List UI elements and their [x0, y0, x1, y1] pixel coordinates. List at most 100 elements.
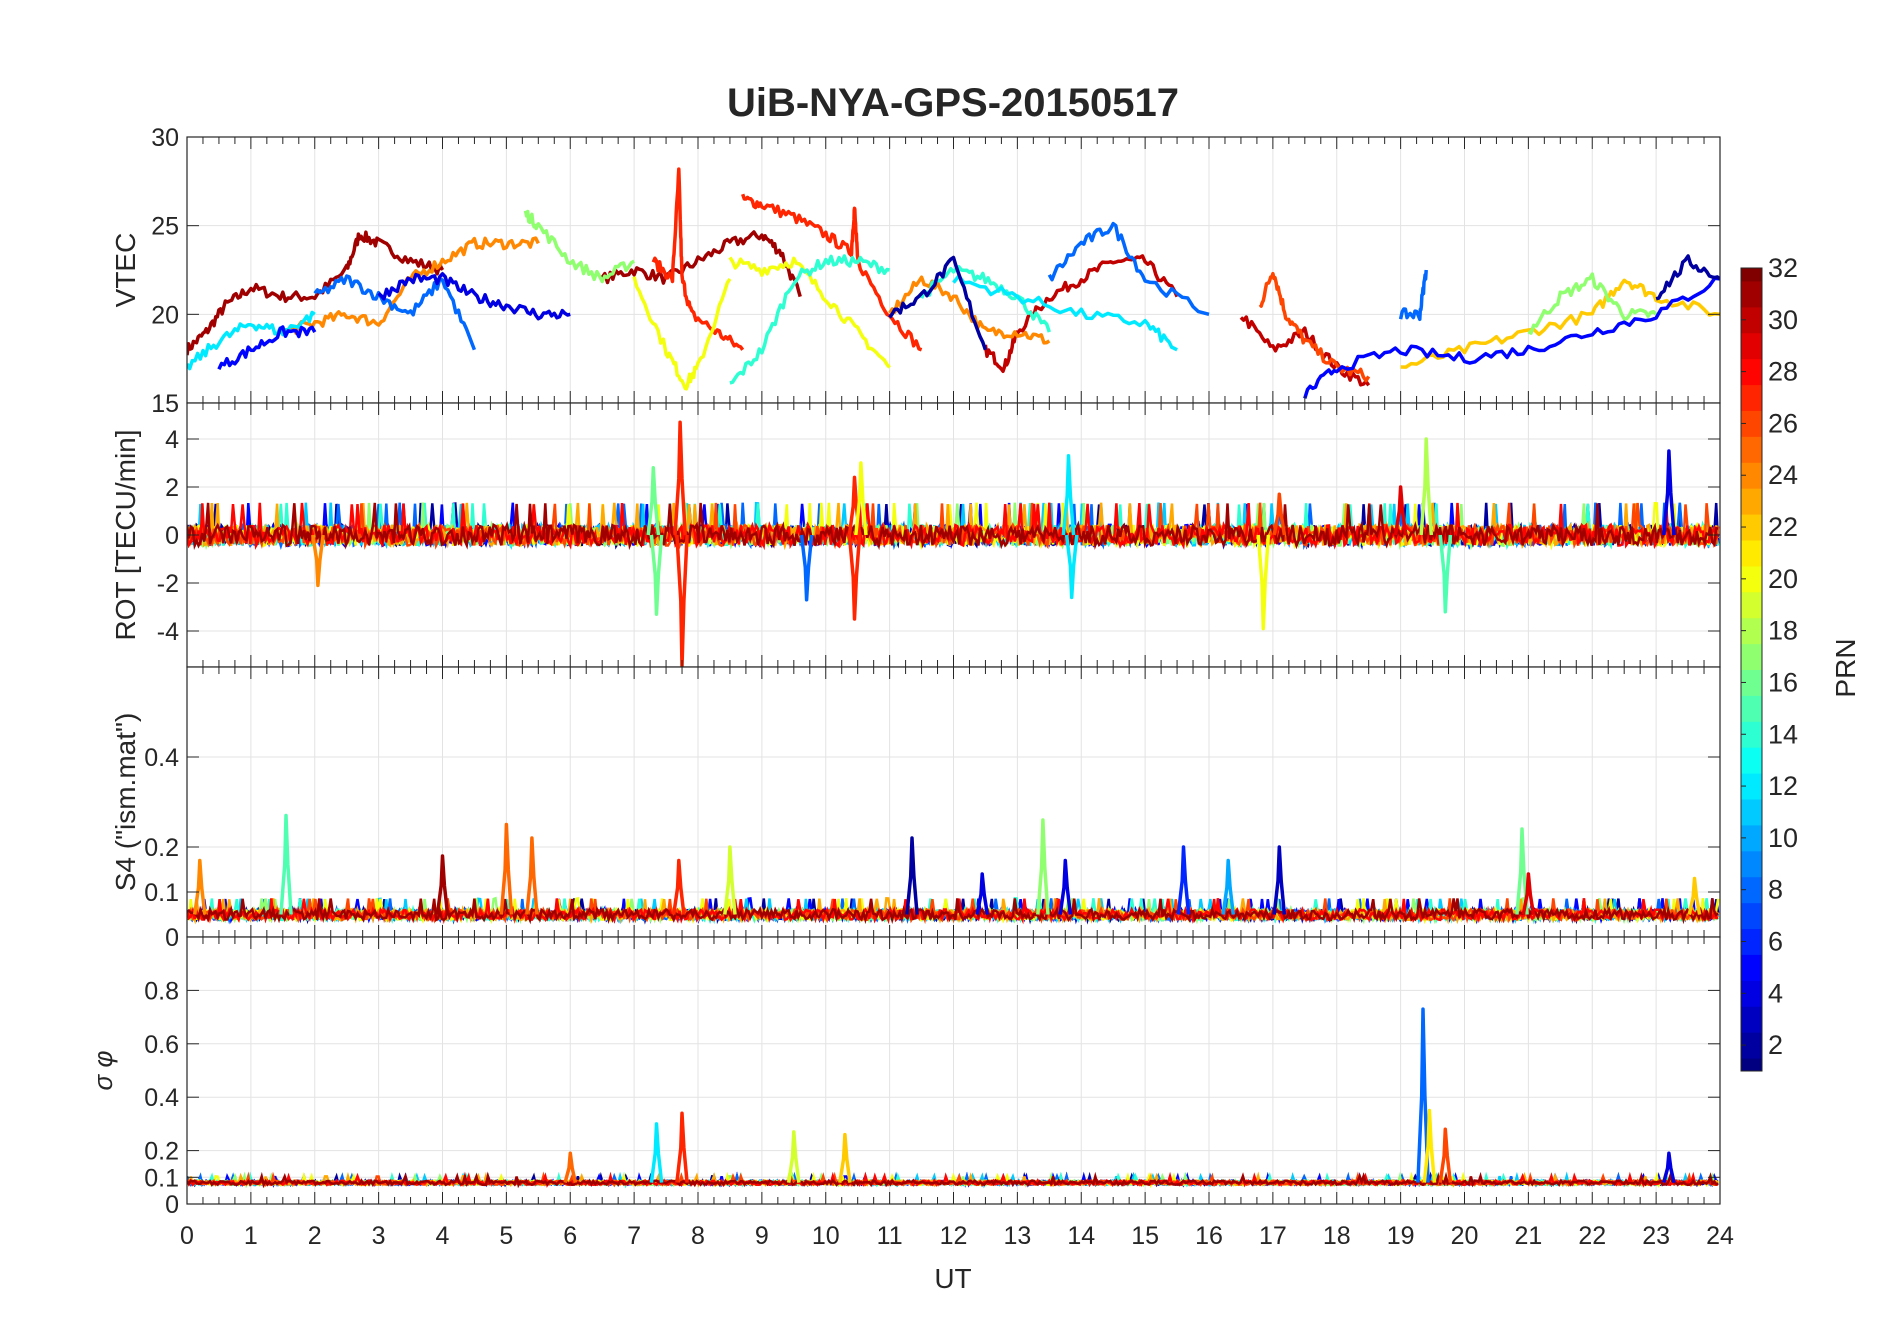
y-tick-label: -4	[157, 618, 179, 646]
y-tick-label: 0.1	[144, 1164, 179, 1192]
colorbar-tick-label: 28	[1768, 357, 1798, 387]
colorbar-tick-label: 8	[1768, 875, 1783, 905]
vtec-track-prn-17	[1527, 272, 1658, 335]
noise-series-prn-31	[187, 898, 1719, 925]
vtec-track-prn-12	[187, 310, 316, 371]
colorbar-tick-label: 6	[1768, 926, 1783, 956]
spike-prn-24	[192, 858, 207, 915]
x-tick-label: 0	[180, 1222, 194, 1250]
x-tick-label: 20	[1451, 1222, 1479, 1250]
colorbar-swatch-prn-20	[1741, 565, 1762, 593]
x-tick-label: 1	[244, 1222, 258, 1250]
spike-prn-19	[786, 1130, 801, 1183]
vtec-track-prn-8	[1398, 269, 1428, 322]
y-tick-label: 0.4	[144, 1084, 179, 1112]
y-tick-label: 0	[165, 924, 179, 952]
series-group	[187, 167, 1720, 399]
spike-prn-12	[649, 1122, 664, 1183]
colorbar-frame	[1740, 267, 1763, 1072]
spike-prn-24	[311, 534, 325, 588]
x-tick-label: 3	[372, 1222, 386, 1250]
y-tick-label: 4	[165, 426, 179, 454]
x-tick-label: 7	[627, 1222, 641, 1250]
spike-prn-26	[1272, 492, 1287, 536]
colorbar-swatch-prn-4	[1741, 980, 1762, 1007]
y-tick-label: 0	[165, 522, 179, 550]
colorbar-swatch-prn-9	[1741, 850, 1762, 878]
x-tick-label: 24	[1706, 1222, 1734, 1250]
x-tick-label: 18	[1323, 1222, 1351, 1250]
colorbar-swatch-prn-1	[1741, 1058, 1762, 1072]
colorbar-tick-label: 18	[1768, 616, 1798, 646]
x-tick-label: 14	[1067, 1222, 1095, 1250]
colorbar-swatch-prn-26	[1741, 410, 1762, 437]
vtec-track-prn-5	[217, 325, 317, 370]
x-tick-label: 11	[877, 1222, 903, 1250]
colorbar-swatch-prn-13	[1741, 747, 1762, 774]
y-tick-label: 0.6	[144, 1031, 179, 1059]
colorbar-swatch-prn-19	[1741, 591, 1762, 619]
y-tick-label: 0.2	[144, 834, 179, 862]
x-axis-label: UT	[934, 1263, 971, 1294]
spike-prn-6	[1176, 845, 1191, 915]
colorbar-swatch-prn-30	[1741, 306, 1762, 334]
x-tick-label: 8	[691, 1222, 705, 1250]
y-tick-label: 30	[151, 124, 179, 152]
colorbar-tick-label: 16	[1768, 667, 1798, 697]
spike-prn-10	[1221, 858, 1236, 915]
vtec-track-prn-30	[983, 254, 1179, 374]
y-tick-label: 15	[151, 390, 179, 418]
colorbar-swatch-prn-6	[1741, 928, 1762, 955]
y-tick-label: 0.1	[144, 879, 179, 907]
colorbar-swatch-prn-31	[1741, 280, 1762, 308]
colorbar-label: PRN	[1830, 638, 1861, 697]
spike-prn-27	[675, 1111, 689, 1183]
spike-prn-8	[1416, 1007, 1430, 1183]
colorbar-swatch-prn-16	[1741, 669, 1762, 696]
colorbar-swatch-prn-23	[1741, 488, 1762, 515]
colorbar-swatch-prn-10	[1741, 824, 1762, 852]
colorbar-swatch-prn-15	[1741, 695, 1762, 722]
y-axis-label-rot: ROT [TECU/min]	[110, 429, 141, 640]
vtec-track-prn-5	[1303, 276, 1720, 399]
colorbar-swatch-prn-27	[1741, 384, 1762, 411]
vtec-track-prn-27	[741, 193, 923, 352]
colorbar-tick-label: 30	[1768, 305, 1798, 335]
spike-prn-16	[649, 534, 664, 616]
spike-prn-20	[854, 461, 868, 536]
spike-prn-16	[1515, 827, 1529, 915]
colorbar-swatch-prn-17	[1741, 643, 1762, 670]
colorbar-tick-label: 12	[1768, 771, 1798, 801]
spike-prn-29	[1521, 872, 1536, 915]
y-tick-label: 0.2	[144, 1138, 179, 1166]
colorbar-tick-label: 26	[1768, 408, 1798, 438]
spike-prn-12	[1061, 454, 1076, 536]
colorbar-swatch-prn-12	[1741, 773, 1762, 800]
spike-prn-18	[1419, 437, 1434, 536]
panel-vtec: 15 20 25 30 VTEC	[110, 124, 1721, 418]
spike-prn-4	[1058, 858, 1073, 915]
x-tick-label: 2	[308, 1222, 322, 1250]
x-tick-label: 22	[1578, 1222, 1606, 1250]
spike-prn-22	[838, 1132, 852, 1183]
y-axis-label-s4: S4 ("ism.mat")	[110, 713, 141, 892]
noise-series-prn-31	[187, 502, 1719, 551]
noise-series-prn-28	[187, 898, 1719, 925]
y-tick-label: 20	[151, 301, 179, 329]
x-tick-label: 13	[1003, 1222, 1031, 1250]
x-tick-label: 21	[1514, 1222, 1542, 1250]
spike-prn-26	[1438, 1127, 1453, 1183]
x-tick-label: 16	[1195, 1222, 1223, 1250]
y-tick-label: 0	[165, 1191, 179, 1219]
x-tick-label: 17	[1259, 1222, 1287, 1250]
spike-prn-31	[435, 854, 450, 915]
spike-prn-8	[799, 534, 814, 602]
noise-series-prn-31	[187, 1171, 1719, 1189]
colorbar-tick-label: 22	[1768, 512, 1798, 542]
colorbar-swatch-prn-3	[1741, 1006, 1762, 1033]
spike-prn-3	[1272, 845, 1287, 915]
colorbar-swatch-prn-8	[1741, 876, 1762, 904]
x-tick-label: 10	[812, 1222, 840, 1250]
